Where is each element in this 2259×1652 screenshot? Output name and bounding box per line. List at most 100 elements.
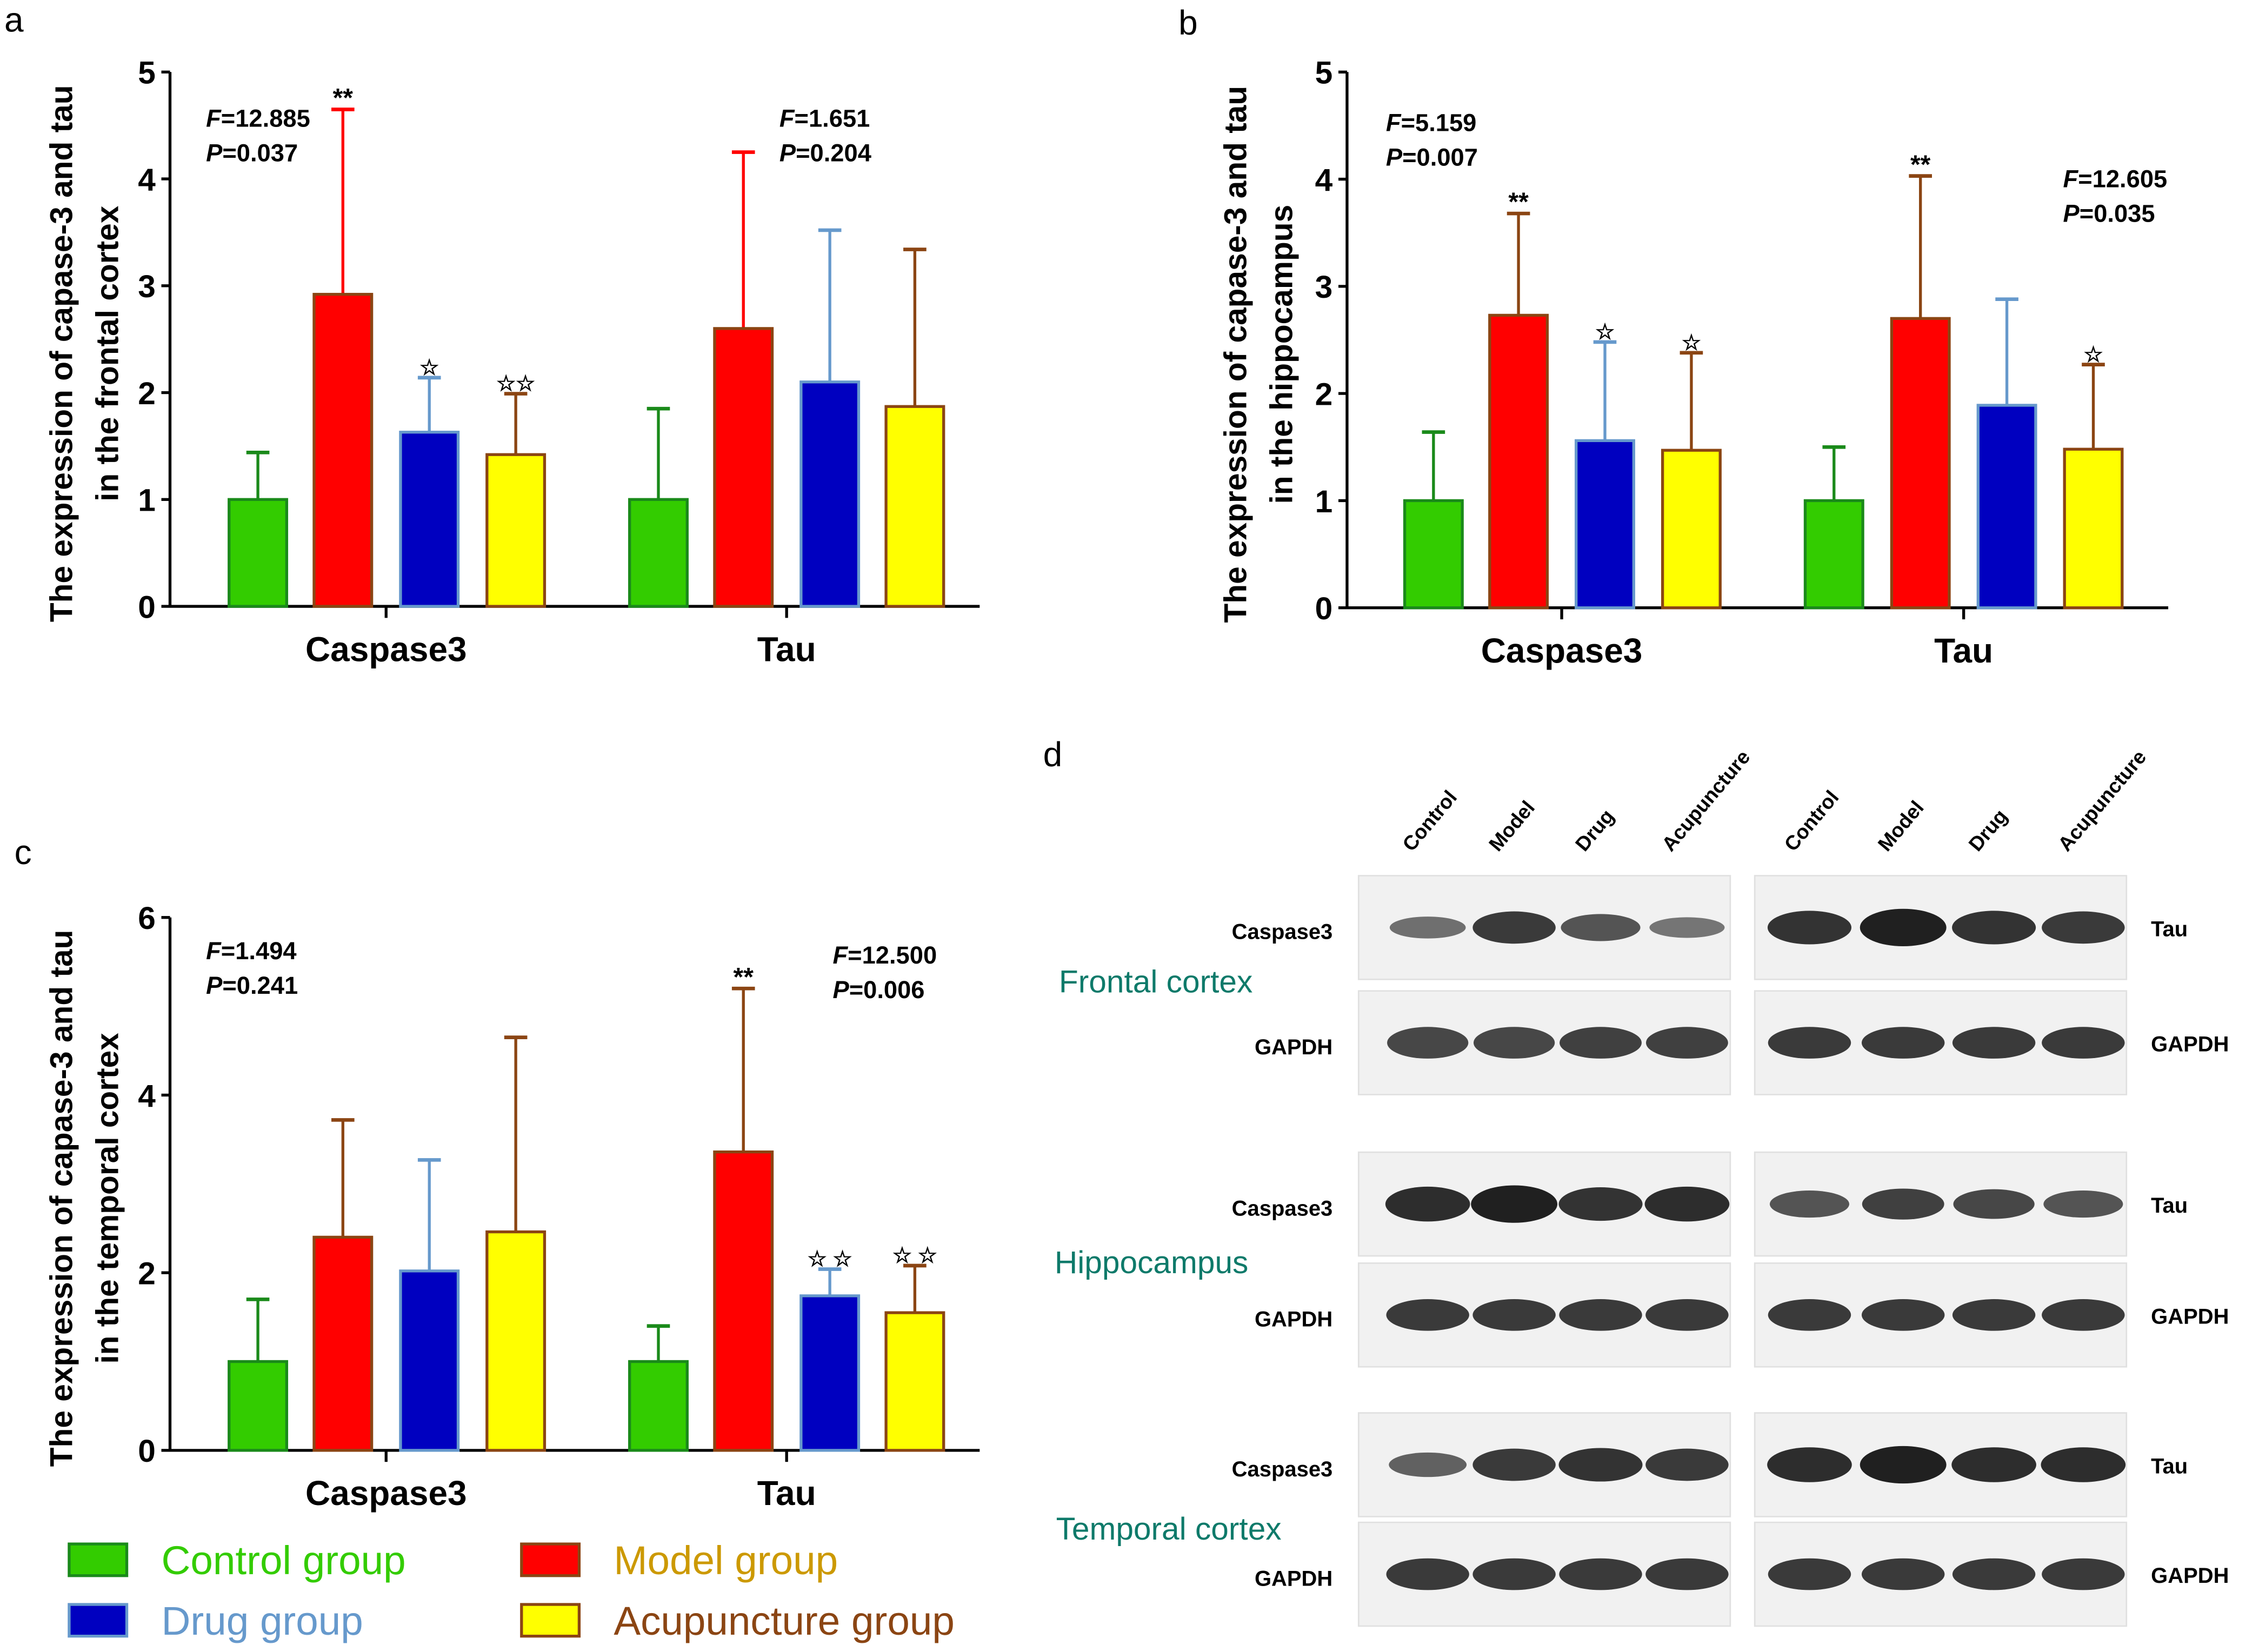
bar-model-group bbox=[312, 292, 374, 608]
protein-band bbox=[1559, 1558, 1642, 1590]
protein-band bbox=[1645, 1027, 1728, 1059]
p-value: P=0.007 bbox=[1386, 144, 1478, 171]
bar-drug-group bbox=[399, 431, 460, 608]
protein-band bbox=[1386, 1558, 1469, 1590]
y-tick-label: 4 bbox=[138, 162, 156, 197]
band-label: GAPDH bbox=[2151, 1564, 2229, 1588]
significance-mark: ☆ bbox=[2084, 343, 2103, 366]
legend-swatch bbox=[520, 1542, 581, 1577]
bar-control-group bbox=[628, 498, 689, 608]
bar-acupuncture-group bbox=[884, 405, 945, 608]
bar-acupuncture-group bbox=[2063, 447, 2124, 610]
protein-band bbox=[1861, 1558, 1945, 1590]
p-value-number: =0.241 bbox=[222, 972, 298, 999]
f-value: =1.651 bbox=[795, 105, 870, 132]
p-symbol: P bbox=[1386, 144, 1403, 171]
protein-band bbox=[1952, 1558, 2036, 1590]
bar-control-group bbox=[1403, 499, 1464, 610]
panel-label: b bbox=[1178, 3, 1198, 42]
bar-control-group bbox=[228, 498, 289, 608]
x-tick-label: Caspase3 bbox=[1481, 631, 1643, 670]
protein-band bbox=[1952, 1027, 2036, 1059]
protein-band bbox=[2042, 1299, 2125, 1331]
band-label: Caspase3 bbox=[1232, 920, 1333, 944]
f-symbol: F bbox=[206, 105, 222, 132]
protein-band bbox=[1862, 1188, 1944, 1220]
western-blot-panel: d Control Model Drug Acupuncture Control Model… bbox=[1043, 735, 2229, 1627]
significance-mark: ** bbox=[734, 963, 754, 992]
y-tick-label: 0 bbox=[138, 1434, 156, 1469]
bar-acupuncture-group bbox=[1661, 449, 1722, 610]
legend-label: Drug group bbox=[162, 1598, 363, 1643]
p-value: P=0.006 bbox=[832, 976, 924, 1004]
y-tick-label: 2 bbox=[138, 376, 156, 411]
protein-band bbox=[1560, 1027, 1642, 1059]
protein-band bbox=[1387, 1027, 1469, 1059]
band-label: Tau bbox=[2151, 917, 2188, 941]
protein-band bbox=[2043, 1190, 2123, 1218]
protein-band bbox=[1645, 1299, 1729, 1331]
blot-region-frontal-cortex: Frontal cortex Caspase3 Tau GAPDH GAPDH bbox=[1059, 875, 2229, 1095]
f-statistic: F=12.605 bbox=[2063, 165, 2168, 192]
p-value: P=0.037 bbox=[206, 139, 298, 167]
protein-band bbox=[1472, 1558, 1556, 1590]
bar-model-group bbox=[312, 1235, 374, 1452]
significance-mark: ☆ ☆ bbox=[892, 1244, 937, 1268]
protein-band bbox=[1389, 917, 1466, 939]
y-tick-label: 5 bbox=[1315, 56, 1333, 91]
f-symbol: F bbox=[2063, 165, 2079, 192]
y-tick-label: 4 bbox=[1315, 163, 1333, 198]
y-tick-label: 0 bbox=[138, 590, 156, 625]
band-label: GAPDH bbox=[1255, 1567, 1332, 1590]
f-symbol: F bbox=[832, 941, 848, 969]
protein-band bbox=[1472, 1299, 1556, 1331]
protein-band bbox=[1472, 911, 1556, 944]
bar-drug-group bbox=[1976, 404, 2037, 610]
protein-band bbox=[1649, 917, 1725, 938]
region-label: Frontal cortex bbox=[1059, 964, 1252, 999]
f-value: =12.605 bbox=[2078, 165, 2167, 192]
bar-control-group bbox=[628, 1360, 689, 1452]
f-value: =12.500 bbox=[848, 941, 937, 969]
y-tick-label: 2 bbox=[1315, 377, 1333, 412]
p-value-number: =0.006 bbox=[849, 976, 925, 1004]
protein-band bbox=[1860, 1446, 1947, 1484]
protein-band bbox=[2042, 1558, 2125, 1590]
x-tick-label: Tau bbox=[757, 1474, 816, 1513]
protein-band bbox=[1953, 1189, 2035, 1219]
p-symbol: P bbox=[832, 976, 849, 1004]
protein-band bbox=[2042, 1027, 2125, 1059]
band-label: GAPDH bbox=[2151, 1033, 2229, 1056]
legend-label: Acupuncture group bbox=[614, 1598, 954, 1643]
y-axis-label: in the temporal cortex bbox=[90, 1033, 125, 1364]
f-statistic: F=5.159 bbox=[1386, 109, 1476, 137]
protein-band bbox=[1559, 1299, 1642, 1331]
lane-label: Model bbox=[1873, 796, 1928, 855]
f-symbol: F bbox=[206, 937, 222, 965]
protein-band bbox=[1386, 1299, 1469, 1331]
band-label: GAPDH bbox=[1255, 1035, 1332, 1059]
band-label: GAPDH bbox=[2151, 1305, 2229, 1328]
chart-panel-c: c The expression of capase-3 and tau in th… bbox=[15, 833, 980, 1513]
band-label: Caspase3 bbox=[1232, 1196, 1333, 1220]
protein-band bbox=[1473, 1027, 1555, 1059]
p-symbol: P bbox=[206, 139, 223, 167]
legend-item: Drug group bbox=[68, 1598, 363, 1643]
protein-band bbox=[1644, 1186, 1730, 1222]
legend-item: Acupuncture group bbox=[520, 1598, 955, 1643]
lane-label: Control bbox=[1398, 786, 1461, 855]
protein-band bbox=[1768, 1027, 1851, 1059]
significance-mark: ** bbox=[1508, 188, 1529, 217]
significance-mark: ** bbox=[1910, 150, 1931, 179]
protein-band bbox=[1768, 1299, 1851, 1331]
f-symbol: F bbox=[779, 105, 795, 132]
y-axis-label: The expression of capase-3 and tau bbox=[44, 85, 79, 622]
p-value-number: =0.204 bbox=[796, 139, 871, 167]
lane-label: Control bbox=[1780, 786, 1843, 855]
panel-label: c bbox=[15, 833, 32, 872]
lane-label: Drug bbox=[1964, 805, 2011, 855]
legend: Control group Model group Drug group Acupun… bbox=[68, 1537, 955, 1643]
legend-item: Model group bbox=[520, 1537, 838, 1583]
protein-band bbox=[1768, 1558, 1851, 1590]
y-tick-label: 6 bbox=[138, 901, 156, 936]
